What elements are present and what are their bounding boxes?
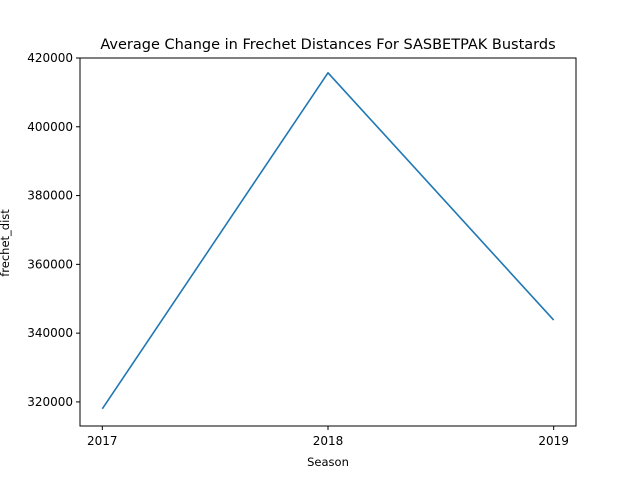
y-axis-label: frechet_dist bbox=[0, 209, 12, 277]
x-axis-label: Season bbox=[307, 455, 349, 469]
y-tick-label: 380000 bbox=[27, 189, 73, 203]
x-tick-label: 2019 bbox=[538, 434, 569, 448]
x-tick-label: 2018 bbox=[313, 434, 344, 448]
y-tick-label: 400000 bbox=[27, 120, 73, 134]
y-tick-label: 340000 bbox=[27, 326, 73, 340]
y-tick-label: 320000 bbox=[27, 395, 73, 409]
y-tick-label: 420000 bbox=[27, 51, 73, 65]
plot-area: 320000 340000 360000 380000 400000 420000 2017… bbox=[27, 51, 577, 448]
y-tick-label: 360000 bbox=[27, 257, 73, 271]
series-line bbox=[101, 71, 555, 410]
plot-frame bbox=[79, 57, 577, 427]
x-tick-label: 2017 bbox=[87, 434, 118, 448]
chart-title: Average Change in Frechet Distances For … bbox=[100, 37, 555, 53]
